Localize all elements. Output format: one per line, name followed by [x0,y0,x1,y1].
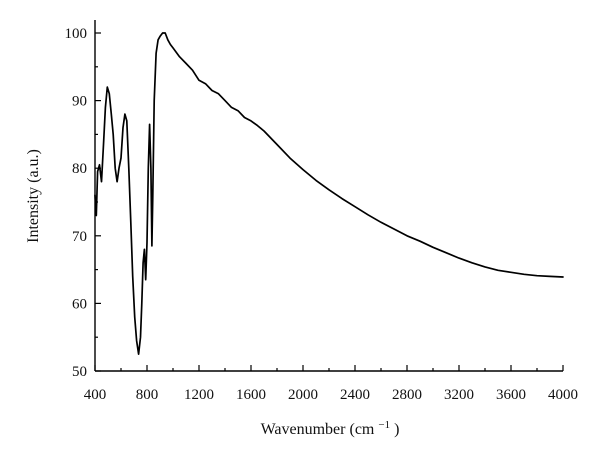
x-axis-title: Wavenumber (cm −1 ) [261,419,400,438]
x-tick-label: 4000 [548,387,578,403]
y-tick-label: 100 [65,26,88,42]
y-tick-label: 70 [72,229,87,245]
y-tick-label: 50 [72,364,87,380]
x-tick-label: 1600 [236,387,266,403]
x-tick-label: 800 [136,387,159,403]
x-tick-label: 3200 [444,387,474,403]
y-tick-label: 60 [72,296,87,312]
x-axis-title-unit-close: ) [394,421,399,438]
y-axis-title: Intensity (a.u.) [25,149,42,243]
x-axis: 400 800 1200 1600 2000 2400 2800 3200 3600 4000 [84,365,578,403]
x-tick-label: 2400 [340,387,370,403]
x-tick-label: 2800 [392,387,422,403]
x-tick-label: 400 [84,387,107,403]
x-tick-label: 3600 [496,387,526,403]
spectrum-line [94,32,564,355]
x-axis-title-unit: (cm [349,421,374,438]
y-tick-label: 80 [72,161,87,177]
x-axis-title-unit-exponent: −1 [378,419,390,431]
y-axis: 50 60 70 80 90 100 [65,20,101,380]
plot-area [94,32,564,355]
x-tick-label: 2000 [288,387,318,403]
x-tick-label: 1200 [184,387,214,403]
x-axis-title-main: Wavenumber [261,421,347,438]
y-tick-label: 90 [72,94,87,110]
